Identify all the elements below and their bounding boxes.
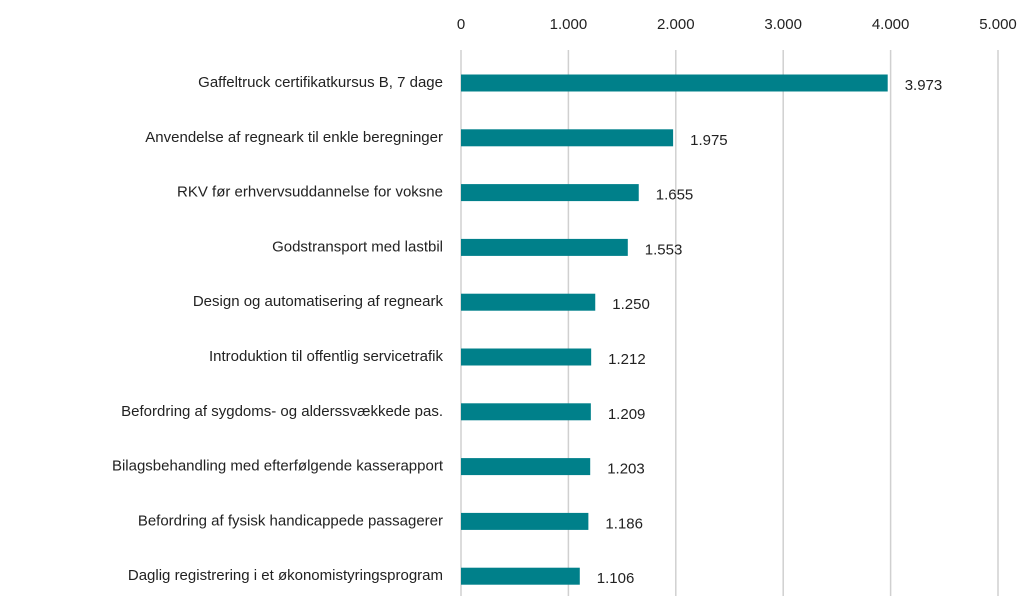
value-label: 1.186 [605,515,643,532]
y-tick-label: Introduktion til offentlig servicetrafik [209,348,444,365]
x-tick-label: 1.000 [550,16,588,33]
value-label: 1.203 [607,461,645,478]
value-label: 1.250 [612,296,650,313]
y-tick-label: RKV før erhvervsuddannelse for voksne [177,184,443,201]
value-label: 1.975 [690,132,728,149]
x-tick-label: 2.000 [657,16,695,33]
value-label: 1.655 [656,187,694,204]
y-tick-label: Gaffeltruck certifikatkursus B, 7 dage [198,74,443,91]
x-tick-label: 0 [457,16,465,33]
bar [461,184,639,202]
y-tick-label: Bilagsbehandling med efterfølgende kasse… [112,458,444,475]
y-tick-label: Befordring af fysisk handicappede passag… [138,512,443,529]
bar [461,567,580,585]
y-tick-label: Anvendelse af regneark til enkle beregni… [145,129,443,146]
bar [461,238,628,256]
bar [461,458,591,476]
bar [461,293,596,311]
value-label: 1.212 [608,351,646,368]
bar [461,348,592,366]
bar [461,74,888,92]
value-label: 1.553 [645,241,683,258]
value-label: 1.106 [597,570,635,587]
x-tick-label: 3.000 [764,16,802,33]
bar [461,403,591,421]
value-label: 3.973 [905,77,943,94]
y-tick-label: Daglig registrering i et økonomistyrings… [128,567,443,584]
bar [461,512,589,530]
y-tick-label: Godstransport med lastbil [272,238,443,255]
y-tick-label: Design og automatisering af regneark [193,293,444,310]
x-tick-label: 5.000 [979,16,1017,33]
bar [461,129,674,147]
value-label: 1.209 [608,406,646,423]
y-tick-label: Befordring af sygdoms- og alderssvækkede… [121,403,443,420]
x-tick-label: 4.000 [872,16,910,33]
